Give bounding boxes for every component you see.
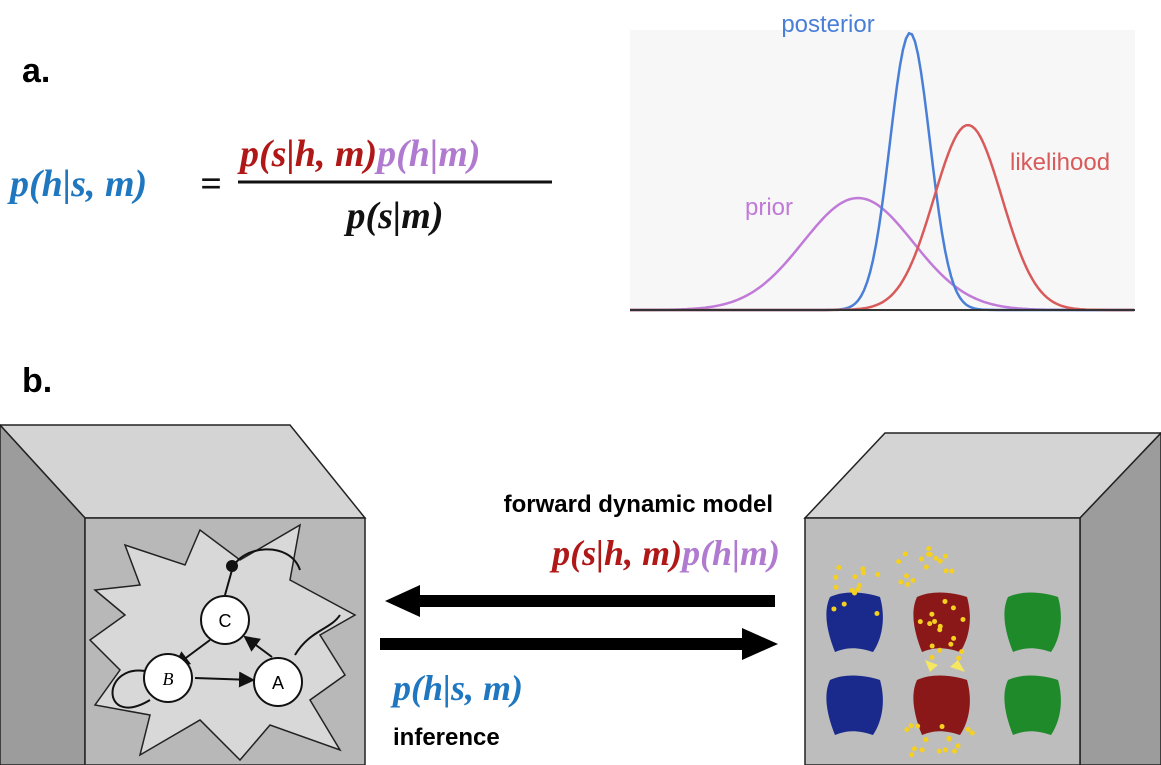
decoration — [938, 624, 943, 629]
decoration — [919, 557, 924, 562]
decoration — [934, 556, 939, 561]
decoration — [910, 578, 915, 583]
decoration — [956, 743, 961, 748]
decoration — [942, 599, 947, 604]
decoration — [940, 724, 945, 729]
likelihood-term: p(s|h, m) — [237, 133, 377, 175]
prior-term: p(h|m) — [679, 533, 780, 573]
decoration — [826, 592, 883, 652]
decoration — [850, 588, 855, 593]
decoration — [948, 642, 953, 647]
decoration — [909, 752, 914, 757]
decoration — [929, 612, 934, 617]
decoration — [874, 611, 879, 616]
decoration — [927, 621, 932, 626]
likelihood-label: likelihood — [1010, 149, 1110, 176]
equation-lhs: p(h|s, m) — [7, 163, 147, 205]
decoration — [896, 559, 901, 564]
figure: a. p(h|s, m) = p(s|h, m)p(h|m) p(s|m) po… — [0, 0, 1161, 765]
decoration — [834, 585, 839, 590]
decoration — [951, 605, 956, 610]
node-label: C — [219, 611, 232, 631]
decoration — [836, 565, 841, 570]
equals: = — [200, 163, 222, 205]
prior-term: p(h|m) — [374, 133, 480, 175]
arrowhead — [385, 585, 420, 617]
decoration — [909, 723, 914, 728]
decoration — [915, 724, 920, 729]
decoration — [926, 546, 931, 551]
node-label: A — [272, 673, 284, 693]
distribution-plot: posterior likelihood prior — [630, 11, 1135, 312]
likelihood-term: p(s|h, m) — [549, 533, 682, 573]
decoration — [959, 649, 964, 654]
panel-label: a. — [22, 52, 50, 90]
forward-formula: p(s|h, m)p(h|m) — [549, 533, 780, 573]
posterior-label: posterior — [781, 11, 874, 38]
decoration — [932, 619, 937, 624]
decoration — [928, 552, 933, 557]
decoration — [904, 573, 909, 578]
decoration — [947, 737, 952, 742]
decoration — [930, 643, 935, 648]
brain-cube: C B A — [0, 425, 365, 765]
decoration — [937, 648, 942, 653]
decoration — [930, 655, 935, 660]
decoration — [875, 572, 880, 577]
decoration — [938, 559, 943, 564]
decoration — [960, 617, 965, 622]
decoration — [924, 565, 929, 570]
numerator: p(s|h, m)p(h|m) — [237, 133, 481, 175]
node-label: B — [163, 669, 174, 689]
decoration — [943, 554, 948, 559]
decoration — [831, 606, 836, 611]
inference-label: inference — [393, 724, 500, 751]
decoration — [898, 580, 903, 585]
decoration — [833, 575, 838, 580]
decoration — [905, 582, 910, 587]
decoration — [918, 619, 923, 624]
decoration — [1004, 592, 1061, 652]
denominator: p(s|m) — [343, 195, 443, 237]
forward-label: forward dynamic model — [504, 491, 773, 518]
decoration — [952, 749, 957, 754]
decoration — [856, 587, 861, 592]
decoration — [912, 746, 917, 751]
decoration — [944, 568, 949, 573]
inference-formula: p(h|s, m) — [390, 668, 523, 708]
decoration — [951, 636, 956, 641]
prior-label: prior — [745, 194, 793, 221]
decoration — [966, 727, 971, 732]
decoration — [970, 730, 975, 735]
decoration — [842, 602, 847, 607]
decoration — [937, 749, 942, 754]
decoration — [904, 727, 909, 732]
decoration — [920, 747, 925, 752]
arrowhead — [742, 628, 778, 660]
decoration — [949, 569, 954, 574]
decoration — [852, 574, 857, 579]
decoration — [1004, 675, 1061, 735]
decoration — [943, 747, 948, 752]
decoration — [826, 675, 883, 735]
decoration — [903, 551, 908, 556]
panel-label: b. — [22, 362, 52, 400]
decoration — [861, 570, 866, 575]
decoration — [956, 656, 961, 661]
decoration — [923, 737, 928, 742]
world-cube — [805, 433, 1161, 765]
